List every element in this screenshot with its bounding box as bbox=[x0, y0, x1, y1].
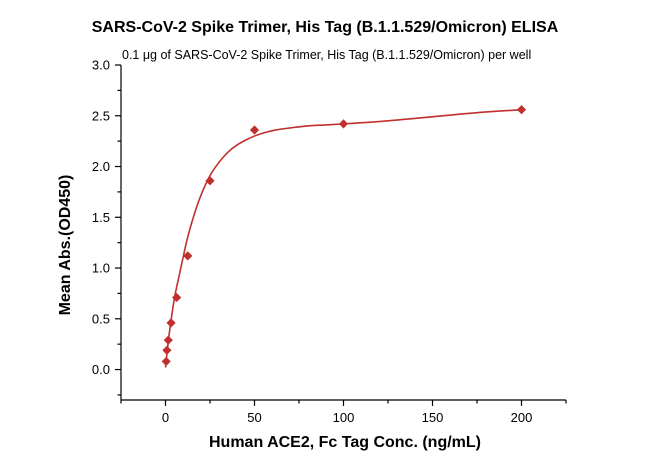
data-point-diamond bbox=[338, 119, 349, 129]
x-tick-label: 0 bbox=[162, 410, 169, 425]
data-point-diamond bbox=[172, 292, 182, 303]
chart-subtitle: 0.1 μg of SARS-CoV-2 Spike Trimer, His T… bbox=[122, 48, 531, 62]
data-point-diamond bbox=[162, 345, 172, 355]
data-point-diamond bbox=[161, 356, 171, 367]
data-point-diamond bbox=[183, 251, 193, 261]
y-tick-label: 0.0 bbox=[92, 362, 110, 377]
x-tick-label: 50 bbox=[247, 410, 261, 425]
x-tick-label: 150 bbox=[422, 410, 444, 425]
data-point-diamond bbox=[166, 318, 176, 328]
y-tick-label: 2.0 bbox=[92, 159, 110, 174]
x-tick-label: 200 bbox=[511, 410, 533, 425]
y-axis-ticks: 0.0 0.5 1.0 1.5 2.0 2.5 3.0 bbox=[92, 58, 121, 396]
y-tick-label: 2.5 bbox=[92, 108, 110, 123]
y-tick-label: 1.0 bbox=[92, 261, 110, 276]
data-point-diamond bbox=[516, 105, 527, 115]
x-tick-label: 100 bbox=[333, 410, 355, 425]
y-tick-label: 0.5 bbox=[92, 311, 110, 326]
axes bbox=[120, 65, 566, 401]
data-point-diamond bbox=[249, 125, 260, 135]
fit-curve bbox=[164, 108, 522, 368]
y-tick-label: 3.0 bbox=[92, 58, 110, 73]
y-axis-label: Mean Abs.(OD450) bbox=[57, 175, 74, 316]
x-axis-ticks: 0 50 100 150 200 bbox=[120, 400, 567, 425]
data-points bbox=[161, 105, 527, 367]
data-point-diamond bbox=[163, 335, 173, 345]
data-point-diamond bbox=[205, 176, 215, 186]
y-tick-label: 1.5 bbox=[92, 210, 110, 225]
x-axis-label: Human ACE2, Fc Tag Conc. (ng/mL) bbox=[209, 434, 481, 451]
chart-title: SARS-CoV-2 Spike Trimer, His Tag (B.1.1.… bbox=[92, 19, 559, 36]
